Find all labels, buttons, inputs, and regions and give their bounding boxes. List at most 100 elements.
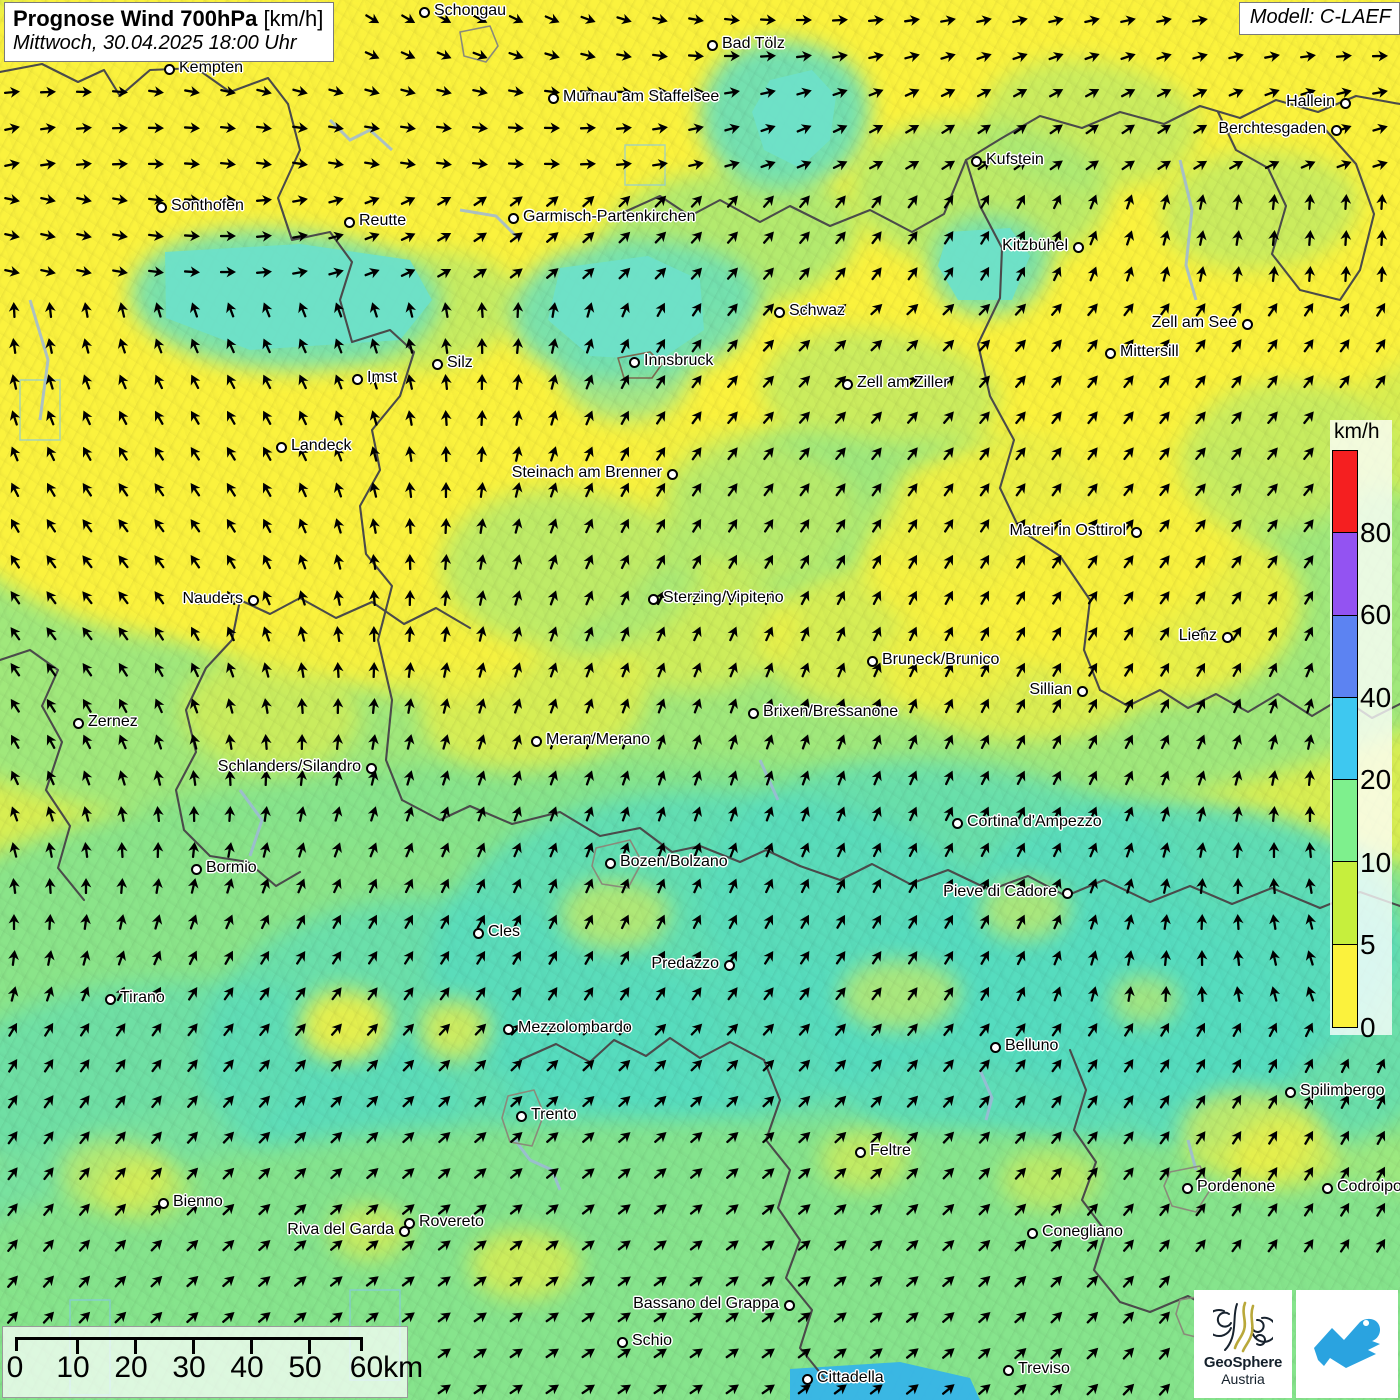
title-main-text: Prognose Wind 700hPa	[13, 6, 258, 31]
legend-tick-20: 20	[1360, 764, 1392, 796]
legend-tick-5: 5	[1360, 929, 1376, 961]
city-label: Sillian	[1029, 681, 1072, 698]
forecast-datetime: Mittwoch, 30.04.2025 18:00 Uhr	[13, 31, 297, 54]
city-label: Feltre	[870, 1142, 911, 1159]
city-dot-icon	[604, 857, 616, 869]
city-label: Schio	[632, 1332, 673, 1349]
city-dot-icon	[747, 707, 759, 719]
city-label: Conegliano	[1042, 1223, 1123, 1240]
city-label: Landeck	[291, 437, 352, 454]
city-label: Nauders	[182, 590, 243, 607]
legend-color-bar	[1332, 450, 1358, 1028]
legend-swatch-20	[1333, 697, 1357, 781]
city-dot-icon	[1130, 526, 1142, 538]
city-label: Reutte	[359, 212, 407, 229]
legend-tick-80: 80	[1360, 516, 1392, 548]
city-label: Meran/Merano	[546, 731, 651, 748]
city-label: Trento	[531, 1106, 577, 1123]
city-dot-icon	[1181, 1182, 1193, 1194]
legend-swatch-40	[1333, 615, 1357, 698]
city-dot-icon	[773, 306, 785, 318]
city-dot-icon	[157, 1197, 169, 1209]
city-label: Cortina d'Ampezzo	[967, 813, 1102, 830]
city-label: Schongau	[434, 2, 507, 19]
city-dot-icon	[1339, 97, 1351, 109]
legend-swatch-60	[1333, 533, 1357, 616]
city-label: Hallein	[1286, 93, 1335, 110]
page-title: Prognose Wind 700hPa [km/h]	[13, 6, 323, 32]
city-dot-icon	[1076, 685, 1088, 697]
city-label: Pordenone	[1197, 1178, 1276, 1195]
city-label: Sterzing/Vipiteno	[663, 589, 784, 606]
city-dot-icon	[502, 1023, 514, 1035]
city-label: Zell am Ziller	[857, 374, 949, 391]
city-dot-icon	[1072, 241, 1084, 253]
city-dot-icon	[1221, 631, 1233, 643]
city-dot-icon	[706, 39, 718, 51]
city-label: Murnau am Staffelsee	[563, 88, 720, 105]
city-dot-icon	[351, 373, 363, 385]
city-label: Brixen/Bressanone	[763, 703, 899, 720]
model-label: Modell: C-LAEF	[1238, 2, 1400, 35]
city-dot-icon	[628, 356, 640, 368]
blue-bird-icon	[1314, 1318, 1381, 1368]
city-dot-icon	[1321, 1182, 1333, 1194]
city-label: Rovereto	[419, 1213, 484, 1230]
geosphere-logo-name: GeoSphere	[1203, 1354, 1283, 1371]
scale-label-1: 10	[56, 1351, 90, 1384]
geosphere-swirl-icon	[1213, 1301, 1273, 1353]
city-dot-icon	[951, 817, 963, 829]
city-dot-icon	[365, 762, 377, 774]
legend-swatch-0	[1333, 944, 1357, 1027]
city-label: Bruneck/Brunico	[882, 651, 1000, 668]
city-dot-icon	[854, 1146, 866, 1158]
city-dot-icon	[1104, 347, 1116, 359]
city-label: Kufstein	[986, 151, 1044, 168]
city-label: Silz	[447, 354, 473, 371]
city-label: Zernez	[88, 713, 138, 730]
city-label: Zell am See	[1151, 314, 1237, 331]
geosphere-austria-logo: GeoSphere Austria	[1194, 1290, 1292, 1398]
scale-label-4: 40	[230, 1351, 264, 1384]
scale-label-3: 30	[172, 1351, 206, 1384]
city-dot-icon	[866, 655, 878, 667]
city-dot-icon	[343, 216, 355, 228]
city-dot-icon	[275, 441, 287, 453]
city-label: Lienz	[1178, 627, 1217, 644]
city-label: Predazzo	[651, 955, 719, 972]
color-legend: km/h 80 60 40 20 10 5 0	[1330, 420, 1392, 1043]
partner-logo	[1296, 1290, 1398, 1398]
city-dot-icon	[515, 1110, 527, 1122]
city-dot-icon	[989, 1041, 1001, 1053]
city-label: Belluno	[1005, 1037, 1059, 1054]
city-label: Riva del Garda	[287, 1221, 394, 1238]
scale-ruler	[15, 1337, 363, 1354]
city-dot-icon	[507, 212, 519, 224]
city-label: Bormio	[206, 859, 257, 876]
city-label: Spilimbergo	[1300, 1082, 1385, 1099]
city-label: Cles	[488, 923, 521, 940]
city-label: Sonthofen	[171, 197, 244, 214]
city-dot-icon	[616, 1336, 628, 1348]
scale-tick	[192, 1340, 195, 1354]
city-label: Garmisch-Partenkirchen	[523, 208, 696, 225]
legend-tick-10: 10	[1360, 846, 1392, 878]
city-dot-icon	[1026, 1227, 1038, 1239]
scale-tick	[308, 1340, 311, 1354]
city-label: Cittadella	[817, 1369, 884, 1386]
scale-tick	[134, 1340, 137, 1354]
geosphere-logo-subtitle: Austria	[1221, 1371, 1265, 1387]
legend-unit-label: km/h	[1334, 420, 1380, 443]
city-label: Pieve di Cadore	[943, 883, 1057, 900]
city-dot-icon	[472, 927, 484, 939]
city-dot-icon	[723, 959, 735, 971]
city-dot-icon	[547, 92, 559, 104]
scale-tick	[76, 1340, 79, 1354]
city-label: Mezzolombardo	[518, 1019, 632, 1036]
map-title-box: Prognose Wind 700hPa [km/h] Mittwoch, 30…	[4, 2, 335, 62]
legend-tick-0: 0	[1360, 1012, 1376, 1043]
city-label: Treviso	[1018, 1360, 1070, 1377]
city-label: Kempten	[179, 59, 244, 76]
city-dot-icon	[418, 6, 430, 18]
